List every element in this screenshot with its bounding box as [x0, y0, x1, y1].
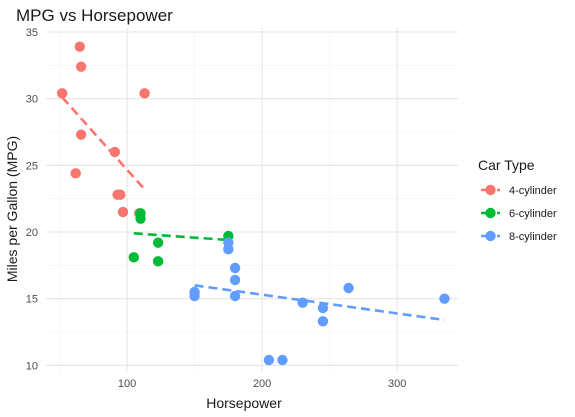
data-point-4-cylinder [74, 41, 85, 52]
y-axis-title: Miles per Gallon (MPG) [4, 136, 20, 282]
x-axis-title: Horsepower [206, 395, 282, 411]
legend-label: 8-cylinder [509, 231, 557, 243]
x-tick-label: 300 [388, 378, 406, 390]
data-point-6-cylinder [152, 237, 164, 248]
legend-key-point [485, 184, 496, 196]
chart-title: MPG vs Horsepower [16, 6, 173, 25]
trend-line-6-cylinder [133, 232, 229, 242]
trend-line-8-cylinder [194, 284, 445, 322]
data-point-8-cylinder [263, 354, 275, 366]
trend-line-4-cylinder [61, 96, 146, 191]
y-tick-label: 30 [26, 94, 38, 106]
x-tick-label: 200 [253, 378, 271, 390]
y-tick-label: 10 [26, 360, 38, 372]
legend-label: 4-cylinder [509, 185, 557, 197]
data-point-4-cylinder [139, 88, 150, 99]
data-points [57, 41, 450, 366]
x-axis-ticks: 100 200 300 [118, 378, 407, 390]
data-point-8-cylinder [189, 290, 200, 302]
legend: Car Type 4-cylinder 6-cylinder 8-cylinder [478, 157, 557, 243]
data-point-6-cylinder [135, 208, 146, 219]
data-point-4-cylinder [115, 189, 126, 200]
data-point-8-cylinder [317, 316, 329, 327]
data-point-8-cylinder [439, 293, 450, 304]
data-point-4-cylinder [70, 168, 81, 179]
data-point-4-cylinder [75, 61, 87, 72]
data-point-6-cylinder [128, 252, 140, 263]
data-point-4-cylinder [117, 206, 129, 218]
y-axis-ticks: 10 15 20 25 30 35 [26, 27, 38, 372]
data-point-4-cylinder [75, 129, 87, 140]
legend-key-point [485, 230, 496, 242]
y-tick-label: 35 [26, 27, 38, 39]
x-tick-label: 100 [118, 378, 136, 390]
legend-key-point [485, 207, 496, 219]
data-point-8-cylinder [277, 354, 288, 366]
data-point-8-cylinder [343, 282, 354, 294]
data-point-4-cylinder [109, 146, 121, 158]
data-point-6-cylinder [152, 256, 164, 267]
data-point-4-cylinder [57, 88, 68, 99]
legend-title: Car Type [478, 157, 535, 173]
data-point-8-cylinder [229, 262, 241, 274]
y-tick-label: 20 [26, 227, 38, 239]
legend-label: 6-cylinder [509, 208, 557, 220]
grid [46, 28, 458, 372]
data-point-8-cylinder [223, 237, 234, 248]
data-point-8-cylinder [317, 302, 329, 314]
data-point-8-cylinder [297, 297, 308, 308]
y-tick-label: 25 [26, 160, 38, 172]
y-tick-label: 15 [26, 294, 38, 306]
data-point-8-cylinder [229, 274, 241, 286]
data-point-8-cylinder [229, 290, 241, 302]
